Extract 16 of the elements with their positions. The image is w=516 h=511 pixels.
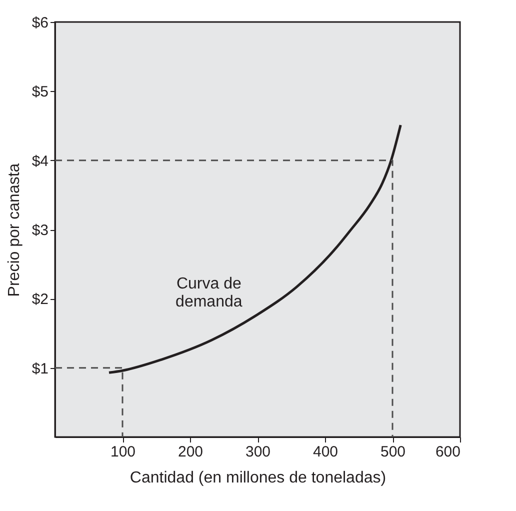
line-series — [108, 124, 402, 374]
x-tick-label: 500 — [380, 444, 406, 460]
x-tick-label: 600 — [435, 444, 460, 460]
y-tick-label: $3 — [32, 222, 48, 239]
y-tick-label: $4 — [32, 152, 48, 170]
y-tick-label: $6 — [32, 14, 48, 32]
x-axis-title: Cantidad (en millones de toneladas) — [130, 470, 386, 486]
x-tick-label: 200 — [178, 444, 204, 460]
y-tick-label: $5 — [32, 84, 48, 101]
y-axis-title: Precio por canasta — [6, 163, 23, 297]
x-tick-label: 400 — [312, 444, 338, 460]
y-tick-label: $1 — [32, 360, 48, 378]
x-tick-label: 100 — [110, 444, 136, 460]
y-tick-label: $2 — [32, 291, 48, 308]
annotation: Curva de demanda — [176, 275, 242, 310]
x-tick-label: 300 — [245, 444, 271, 460]
